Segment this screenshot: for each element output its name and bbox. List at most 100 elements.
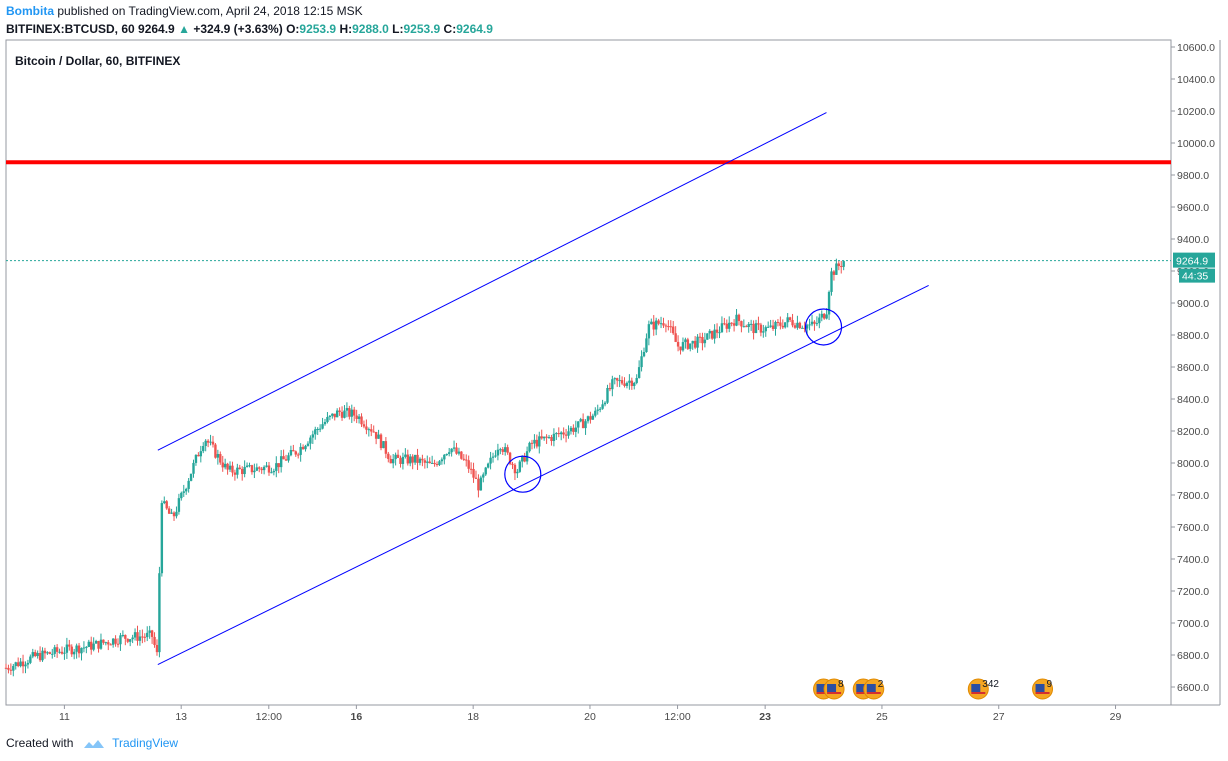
y-tick-label: 10200.0 [1177, 106, 1215, 118]
symbol-label: BITFINEX:BTCUSD, 60 [6, 22, 135, 36]
candle-body [150, 630, 154, 637]
candle-body [116, 643, 120, 645]
y-tick-label: 9800.0 [1177, 170, 1209, 182]
candle-body [647, 324, 651, 339]
candle-body [574, 427, 578, 432]
high-label: H: [339, 22, 353, 36]
candle-body [769, 325, 772, 327]
event-flag-stripe [1035, 692, 1050, 694]
candle-body [377, 434, 380, 439]
candle-body [732, 323, 736, 326]
candle-body [143, 636, 147, 638]
candle-body [586, 416, 590, 422]
candle-body [228, 465, 232, 470]
candle-body [752, 323, 755, 334]
candle-body [672, 326, 675, 334]
candle-body [710, 330, 714, 339]
candle-body [114, 638, 117, 644]
candle-body [7, 667, 10, 670]
candle-body [589, 416, 592, 420]
candle-body [413, 454, 417, 463]
candle-body [99, 639, 103, 649]
candle-body [740, 321, 743, 327]
y-tick-label: 7400.0 [1177, 554, 1209, 566]
candle-body [199, 451, 203, 457]
candle-body [813, 321, 816, 324]
event-flag-stripe [816, 692, 831, 694]
candle-body [832, 271, 836, 275]
x-tick-label: 23 [759, 711, 771, 723]
candle-body [316, 428, 319, 430]
highlight-circle[interactable] [804, 308, 843, 346]
candle-body [231, 465, 234, 473]
candle-body [338, 410, 341, 412]
candle-body [111, 638, 115, 645]
candle-body [314, 429, 317, 435]
candle-body [279, 456, 283, 468]
candle-body [87, 641, 90, 647]
channel-lower-line[interactable] [157, 284, 929, 666]
candle-body [791, 320, 794, 326]
candle-body [603, 402, 607, 405]
candle-body [494, 455, 497, 457]
candle-body [382, 441, 385, 449]
countdown-tag-bg [1179, 268, 1215, 283]
candle-body [187, 480, 190, 489]
x-tick-label: 18 [467, 711, 479, 723]
candle-body [126, 638, 129, 642]
candle-body [21, 661, 25, 667]
candle-body [467, 460, 470, 469]
candle-body [104, 642, 108, 644]
channel-upper-line[interactable] [157, 112, 827, 451]
candle-body [822, 313, 826, 319]
candle-body [277, 463, 280, 468]
candle-body [674, 333, 677, 342]
price-chart[interactable]: Bitcoin / Dollar, 60, BITFINEX 10600.0 104… [0, 38, 1228, 728]
plot-area[interactable] [5, 39, 1172, 706]
candle-body [623, 383, 626, 386]
author-link[interactable]: Bombita [6, 4, 54, 18]
highlight-circle[interactable] [504, 455, 542, 493]
candle-body [270, 472, 273, 474]
y-tick-label: 7600.0 [1177, 522, 1209, 534]
candle-body [46, 652, 49, 654]
candle-body [267, 465, 271, 473]
candle-body [119, 635, 122, 645]
candle-body [146, 632, 149, 638]
open-label: O: [286, 22, 300, 36]
candle-body [518, 461, 522, 472]
candle-body [552, 433, 556, 442]
candle-body [681, 342, 685, 351]
candle-body [713, 329, 716, 339]
candle-body [387, 453, 390, 459]
tradingview-link[interactable]: TradingView [112, 736, 179, 750]
x-tick-label: 29 [1110, 711, 1122, 723]
candle-body [77, 645, 81, 654]
candle-body [214, 444, 217, 458]
open-value: 9253.9 [299, 22, 337, 36]
candle-body [272, 470, 276, 473]
candle-body [343, 410, 346, 418]
published-text: published on TradingView.com, April 24, … [57, 4, 363, 18]
candle-body [601, 404, 604, 409]
candle-body [160, 503, 164, 574]
candle-body [801, 327, 804, 329]
candle-body [679, 346, 682, 351]
candle-body [491, 456, 495, 458]
x-tick-label: 11 [59, 711, 70, 723]
candle-body [202, 446, 205, 452]
candle-body [148, 630, 151, 633]
candle-body [652, 321, 655, 330]
candle-body [469, 468, 473, 470]
candle-body [598, 408, 602, 410]
candle-body [535, 439, 539, 447]
candle-body [555, 433, 558, 435]
candle-body [362, 424, 366, 427]
candle-body [840, 266, 843, 268]
candle-body [606, 387, 609, 403]
candle-body [766, 326, 770, 328]
candle-body [80, 648, 83, 654]
candle-body [51, 653, 54, 655]
candle-body [404, 454, 407, 457]
y-tick-label: 8600.0 [1177, 362, 1209, 374]
